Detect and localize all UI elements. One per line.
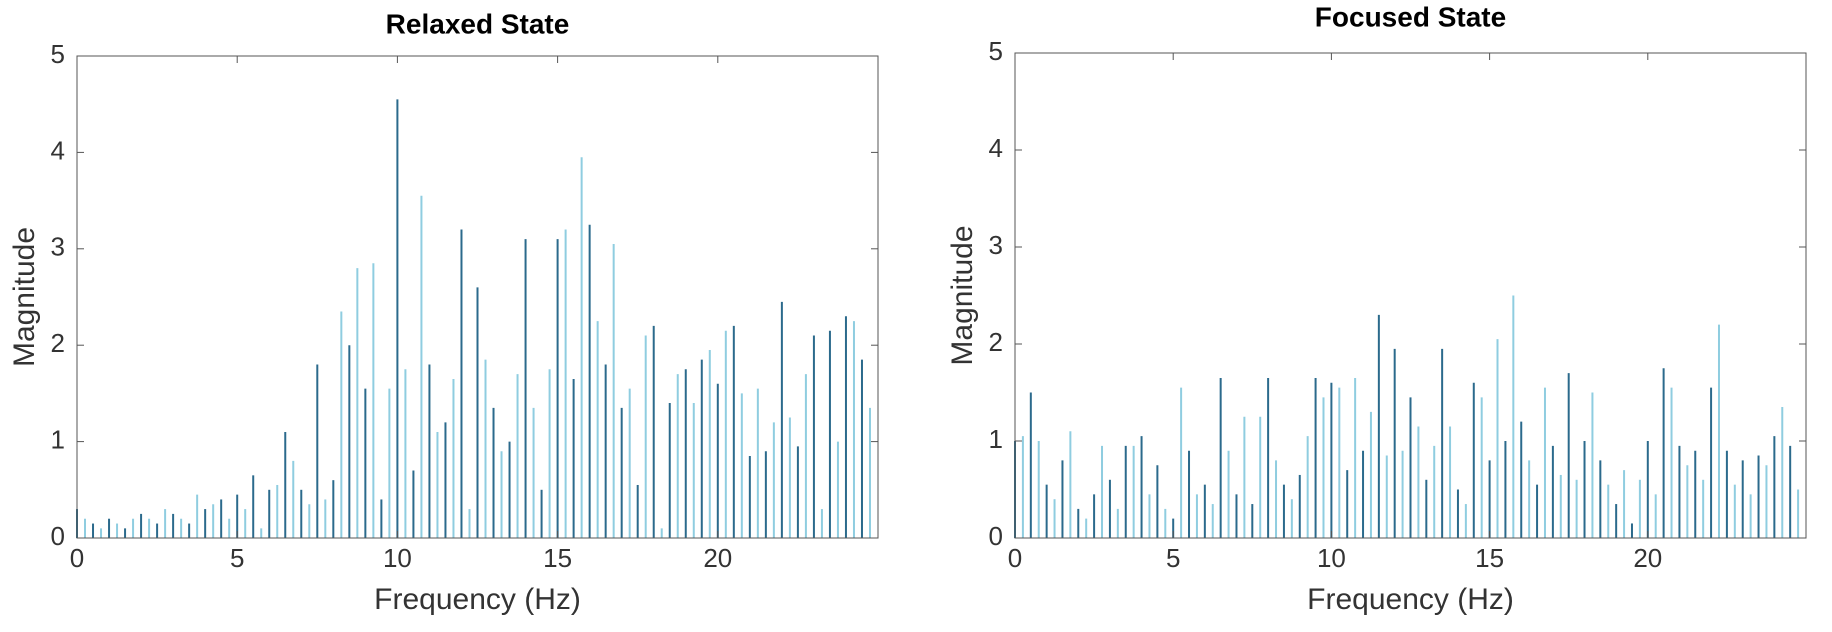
y-axis-label: Magnitude: [946, 225, 979, 365]
x-tick-label: 15: [543, 543, 572, 573]
x-tick-label: 20: [703, 543, 732, 573]
y-tick-label: 3: [989, 230, 1003, 260]
y-tick-label: 1: [989, 424, 1003, 454]
x-tick-label: 10: [1317, 543, 1346, 573]
y-tick-label: 5: [989, 36, 1003, 66]
x-axis-label: Frequency (Hz): [1307, 583, 1514, 616]
x-tick-label: 5: [1166, 543, 1180, 573]
y-tick-label: 0: [51, 521, 65, 551]
x-tick-label: 20: [1633, 543, 1662, 573]
y-axis-label: Magnitude: [8, 227, 41, 367]
y-tick-label: 1: [51, 424, 65, 454]
chart-title: Relaxed State: [386, 8, 570, 39]
y-tick-label: 2: [51, 328, 65, 358]
y-tick-label: 4: [989, 133, 1003, 163]
axes-box: [76, 55, 879, 539]
x-axis-label: Frequency (Hz): [374, 583, 581, 616]
axes-box: [1014, 52, 1807, 539]
y-tick-label: 4: [51, 135, 65, 165]
y-tick-label: 5: [51, 39, 65, 69]
y-tick-label: 3: [51, 232, 65, 262]
y-tick-label: 0: [989, 521, 1003, 551]
y-tick-label: 2: [989, 327, 1003, 357]
x-tick-label: 0: [70, 543, 84, 573]
x-tick-label: 0: [1008, 543, 1022, 573]
x-tick-label: 15: [1475, 543, 1504, 573]
x-tick-label: 5: [230, 543, 244, 573]
x-tick-label: 10: [383, 543, 412, 573]
chart-title: Focused State: [1315, 1, 1506, 32]
